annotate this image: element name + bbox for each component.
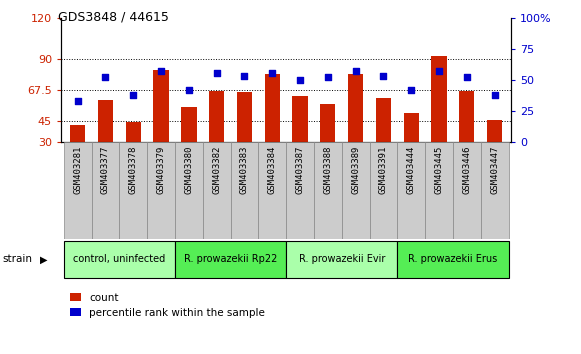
Text: GSM403388: GSM403388 [324,145,332,194]
Bar [342,142,370,239]
Bar [453,142,480,239]
Bar [314,142,342,239]
Bar [370,142,397,239]
Bar [348,74,363,142]
Text: GSM403387: GSM403387 [296,145,304,194]
Bar [264,74,280,142]
Bar [320,104,335,142]
Text: R. prowazekii Evir: R. prowazekii Evir [299,254,385,264]
Text: R. prowazekii Rp22: R. prowazekii Rp22 [184,254,277,264]
Text: GSM403389: GSM403389 [351,145,360,194]
Point [128,92,138,97]
Bar [181,107,196,142]
Bar [125,122,141,142]
Point [212,70,221,76]
Point [435,68,444,74]
Bar [286,142,314,239]
Text: GSM403281: GSM403281 [73,145,82,194]
Text: GSM403446: GSM403446 [462,145,471,194]
Bar [487,120,502,142]
Point [462,74,471,80]
Bar [147,142,175,239]
Bar [292,96,308,142]
Text: GSM403447: GSM403447 [490,145,499,194]
Bar [231,142,259,239]
Bar [98,100,113,142]
Point [156,68,166,74]
Bar [175,142,203,239]
Legend: count, percentile rank within the sample: count, percentile rank within the sample [66,289,269,322]
Text: GSM403382: GSM403382 [212,145,221,194]
Point [351,68,360,74]
Bar [404,113,419,142]
Text: control, uninfected: control, uninfected [73,254,166,264]
Point [101,74,110,80]
Text: GSM403379: GSM403379 [156,145,166,194]
Text: GSM403383: GSM403383 [240,145,249,194]
Text: GSM403380: GSM403380 [184,145,193,194]
Bar [286,241,397,278]
Point [184,87,193,92]
Point [240,73,249,79]
Bar [397,142,425,239]
Point [490,92,499,97]
Point [379,73,388,79]
Bar [209,91,224,142]
Bar [119,142,147,239]
Bar [70,125,85,142]
Point [295,77,304,82]
Text: ▶: ▶ [40,254,47,264]
Text: GSM403444: GSM403444 [407,145,416,194]
Bar [237,92,252,142]
Text: GDS3848 / 44615: GDS3848 / 44615 [58,11,169,24]
Bar [459,91,475,142]
Text: GSM403445: GSM403445 [435,145,443,194]
Bar [431,56,447,142]
Bar [480,142,508,239]
Point [323,74,332,80]
Bar [376,98,391,142]
Text: GSM403377: GSM403377 [101,145,110,194]
Bar [203,142,231,239]
Bar [397,241,508,278]
Bar [153,70,168,142]
Text: GSM403391: GSM403391 [379,145,388,194]
Point [407,87,416,92]
Bar [259,142,286,239]
Bar [64,142,92,239]
Point [73,98,83,103]
Bar [92,142,119,239]
Point [268,70,277,76]
Text: GSM403384: GSM403384 [268,145,277,194]
Bar [425,142,453,239]
Bar [64,241,175,278]
Text: R. prowazekii Erus: R. prowazekii Erus [408,254,497,264]
Text: GSM403378: GSM403378 [129,145,138,194]
Text: strain: strain [3,254,33,264]
Bar [175,241,286,278]
